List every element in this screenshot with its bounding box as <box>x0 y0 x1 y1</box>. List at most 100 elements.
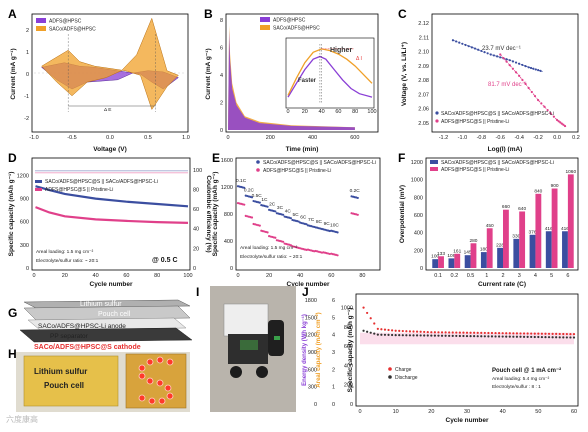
legend-swatch-purple <box>36 18 46 23</box>
pouch-discharge-point <box>433 334 436 337</box>
y-tick-label: 600 <box>20 220 29 226</box>
overpotential-bar-saco <box>529 234 536 268</box>
y-tick-label: 5 <box>332 315 335 321</box>
rate-point-saco <box>258 201 261 204</box>
panel-b-xticks: 0 200 400 600 <box>226 135 359 141</box>
capacity-series-saco <box>35 185 189 208</box>
rate-label: 6C <box>300 214 307 220</box>
tafel-point <box>505 60 508 63</box>
legend-label-adfs: ADFS@HPSC@S || Pristine-Li <box>441 167 509 173</box>
led-s-pattern <box>138 356 174 405</box>
y-tick-label: 0 <box>220 128 223 134</box>
rate-point-saco <box>336 231 339 234</box>
pouch-charge-point <box>437 331 440 334</box>
pouch-charge-point <box>373 322 376 325</box>
overpotential-bar-adfs <box>503 209 509 268</box>
pouch-discharge-point <box>562 336 565 339</box>
tafel-point <box>521 78 524 81</box>
tafel-point <box>502 56 505 60</box>
pouch-charge-point <box>412 330 415 333</box>
tafel-point <box>534 68 537 71</box>
pouch-charge-point <box>419 330 422 333</box>
panel-a-plot <box>34 17 186 112</box>
rate-label: 2C <box>269 202 276 208</box>
tafel-point <box>524 65 527 68</box>
y-tick-label: 400 <box>344 363 353 369</box>
bar-value-label: 640 <box>518 206 526 212</box>
panel-c-slope-blue: 23.7 mV dec⁻¹ <box>482 46 521 52</box>
tafel-point <box>562 123 565 126</box>
y-tick-label: 300 <box>20 243 29 249</box>
x-tick-label: 4 <box>534 273 537 279</box>
panel-e-legend: SACo/ADFS@HPSC@S || SACo/ADFS@HPSC-Li AD… <box>256 160 376 174</box>
panel-j-ylabel2: Areal capacity (mAh cm⁻²) <box>315 312 322 387</box>
bar-value-label: 109 <box>447 253 455 259</box>
panel-b-plot <box>228 25 355 130</box>
legend-swatch-pink <box>35 188 42 191</box>
x-tick-label: 20 <box>62 273 68 279</box>
pouch-discharge-point <box>569 336 572 339</box>
y-tick-label: 60 <box>193 207 199 213</box>
rate-point-adfs <box>356 213 359 216</box>
pouch-discharge-point <box>537 335 540 339</box>
tafel-point <box>492 54 496 57</box>
tafel-point <box>473 47 477 50</box>
cathode-label: SACo/ADFS@HPSC@S cathode <box>34 344 141 351</box>
pouch-layer-separator <box>27 317 187 331</box>
tafel-point <box>532 67 535 70</box>
led-dot <box>156 379 164 387</box>
bar-value-label: 228 <box>496 242 504 248</box>
overpotential-bar-saco <box>432 259 439 268</box>
pouch-charge-point <box>530 332 533 335</box>
panel-label-h: H <box>8 347 17 361</box>
x-tick-label: 100 <box>367 109 376 115</box>
rate-point-saco <box>243 186 246 189</box>
pouch-text-2: Pouch cell <box>98 311 131 318</box>
pouch-charge-point <box>440 331 444 334</box>
pouch-discharge-point <box>462 334 465 338</box>
pouch-discharge-point <box>555 336 558 339</box>
bar-value-label: 180 <box>480 247 488 253</box>
pouch-discharge-point <box>512 335 515 338</box>
robot-wheel-left <box>230 366 242 378</box>
pouch-discharge-point <box>419 334 422 337</box>
tafel-point <box>489 53 492 56</box>
tafel-point <box>461 42 464 45</box>
pouch-charge-point <box>522 332 526 335</box>
pouch-charge-point <box>451 331 454 334</box>
panel-b-inset-xticks: 0 20 40 60 80 100 <box>286 109 376 115</box>
y-tick-label: 2.07 <box>418 92 429 98</box>
legend-swatch-orange <box>36 26 46 31</box>
rate-point-adfs <box>250 216 254 219</box>
led-dot <box>156 356 164 364</box>
panel-e-note-ratio: Electrolyte/sulfur ratio: ~ 20:1 <box>240 254 303 260</box>
rate-label: 9C <box>324 221 331 227</box>
y-tick-label: 1200 <box>411 160 423 166</box>
pouch-charge-point <box>362 306 365 309</box>
tafel-point <box>537 98 540 102</box>
legend-label-adfs: ADFS@HPSC@S || Pristine-Li <box>441 119 509 125</box>
x-tick-label: 0 <box>236 273 239 279</box>
panel-j-ylabel: Specific capacity (mAh g⁻¹) <box>347 308 354 393</box>
pouch-discharge-point <box>423 334 426 337</box>
x-tick-label: 5 <box>550 273 553 279</box>
bar-value-label: 900 <box>551 183 559 189</box>
pouch-discharge-point <box>430 334 433 337</box>
overpotential-bar-adfs <box>454 253 461 268</box>
panel-d-xlabel: Cycle number <box>90 281 133 288</box>
pouch-charge-point <box>426 330 429 334</box>
bar-value-label: 416 <box>561 226 569 232</box>
bar-value-label: 376 <box>529 229 537 235</box>
panel-c-legend: SACo/ADFS@HPSC@S || SACo/ADFS@HPSC-Li AD… <box>435 111 554 125</box>
led-dot <box>164 384 172 392</box>
bar-value-label: 660 <box>502 204 510 210</box>
panel-e: E SACo/ADFS@HPSC@S || SACo/ADFS@HPSC-Li … <box>212 151 381 288</box>
rate-point-adfs <box>336 254 339 257</box>
y-tick-label: 1800 <box>305 298 317 304</box>
legend-marker-charge <box>388 367 392 371</box>
x-tick-label: 0.2 <box>451 273 459 279</box>
panel-label-a: A <box>8 7 17 21</box>
y-tick-label: 0 <box>26 72 29 78</box>
x-tick-label: -0.8 <box>477 135 486 141</box>
panel-d-ylabel: Specific capacity (mAh g⁻¹) <box>8 172 15 257</box>
